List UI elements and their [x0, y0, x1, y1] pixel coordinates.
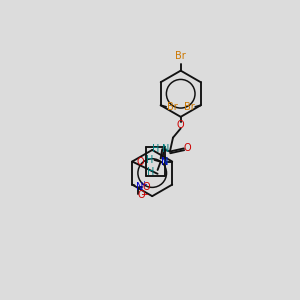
Text: H: H: [147, 167, 154, 177]
Text: −: −: [141, 190, 150, 200]
Text: O: O: [177, 120, 184, 130]
Text: O: O: [183, 143, 191, 153]
Text: H: H: [146, 155, 153, 165]
Text: Br: Br: [175, 51, 186, 61]
Text: N: N: [162, 144, 169, 154]
Text: N: N: [136, 182, 143, 192]
Text: H: H: [152, 144, 159, 154]
Text: O: O: [143, 182, 151, 192]
Text: O: O: [136, 157, 144, 166]
Text: Br: Br: [167, 102, 178, 112]
Text: Br: Br: [184, 102, 194, 112]
Text: N: N: [161, 157, 168, 166]
Text: O: O: [138, 190, 145, 200]
Text: N: N: [161, 157, 168, 166]
Text: +: +: [140, 180, 147, 189]
